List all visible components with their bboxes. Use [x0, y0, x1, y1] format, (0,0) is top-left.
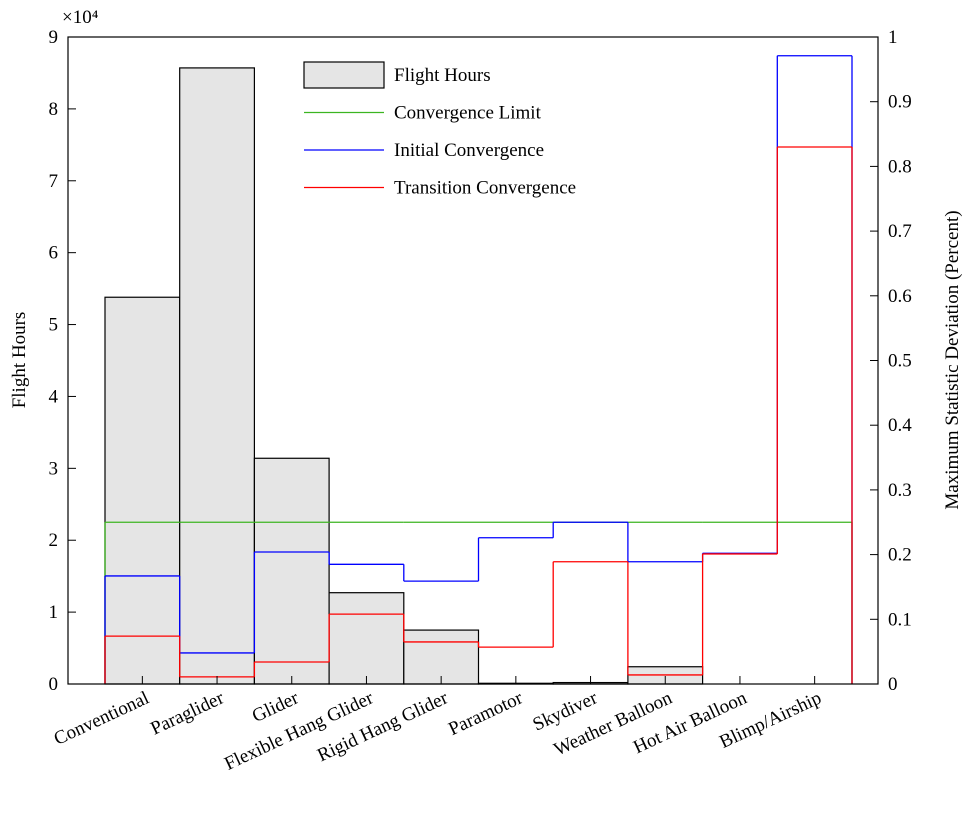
y-tick-label: 1	[49, 602, 59, 623]
bar	[328, 592, 405, 685]
legend-label: Flight Hours	[394, 65, 491, 86]
y2-tick-label: 0.6	[888, 286, 912, 307]
y2-axis-label: Maximum Statistic Deviation (Percent)	[942, 210, 963, 509]
x-tick-label: Paramotor	[445, 687, 526, 740]
x-tick-label: Rigid Hang Glider	[314, 687, 452, 766]
legend-swatch	[303, 61, 385, 89]
legend-label: Transition Convergence	[394, 178, 576, 199]
y-tick-label: 5	[49, 315, 59, 336]
y-tick-label: 3	[49, 458, 59, 479]
bar	[253, 457, 330, 685]
y2-tick-label: 0.8	[888, 156, 912, 177]
y-tick-label: 6	[49, 243, 59, 264]
y2-tick-label: 0.2	[888, 545, 912, 566]
y-tick-label: 2	[49, 530, 59, 551]
y-tick-label: 9	[49, 27, 59, 48]
bar	[403, 629, 480, 685]
y-tick-label: 7	[49, 171, 59, 192]
legend-label: Convergence Limit	[394, 103, 542, 124]
y2-tick-label: 0.4	[888, 415, 912, 436]
y2-tick-label: 0.7	[888, 221, 912, 242]
y-tick-label: 4	[49, 386, 59, 407]
y-tick-label: 0	[49, 674, 59, 695]
y-tick-label: 8	[49, 99, 59, 120]
y2-tick-label: 0.5	[888, 351, 912, 372]
x-tick-label: Paraglider	[148, 687, 228, 739]
bar	[179, 67, 255, 685]
bar	[104, 296, 181, 685]
y2-tick-label: 1	[888, 27, 898, 48]
y2-tick-label: 0.9	[888, 92, 912, 113]
y2-tick-label: 0.1	[888, 609, 912, 630]
legend-label: Initial Convergence	[394, 140, 544, 161]
y-axis-label: Flight Hours	[9, 312, 30, 409]
y2-tick-label: 0	[888, 674, 898, 695]
y2-tick-label: 0.3	[888, 480, 912, 501]
x-tick-label: Conventional	[51, 687, 153, 749]
y-multiplier: ×10⁴	[62, 7, 99, 28]
